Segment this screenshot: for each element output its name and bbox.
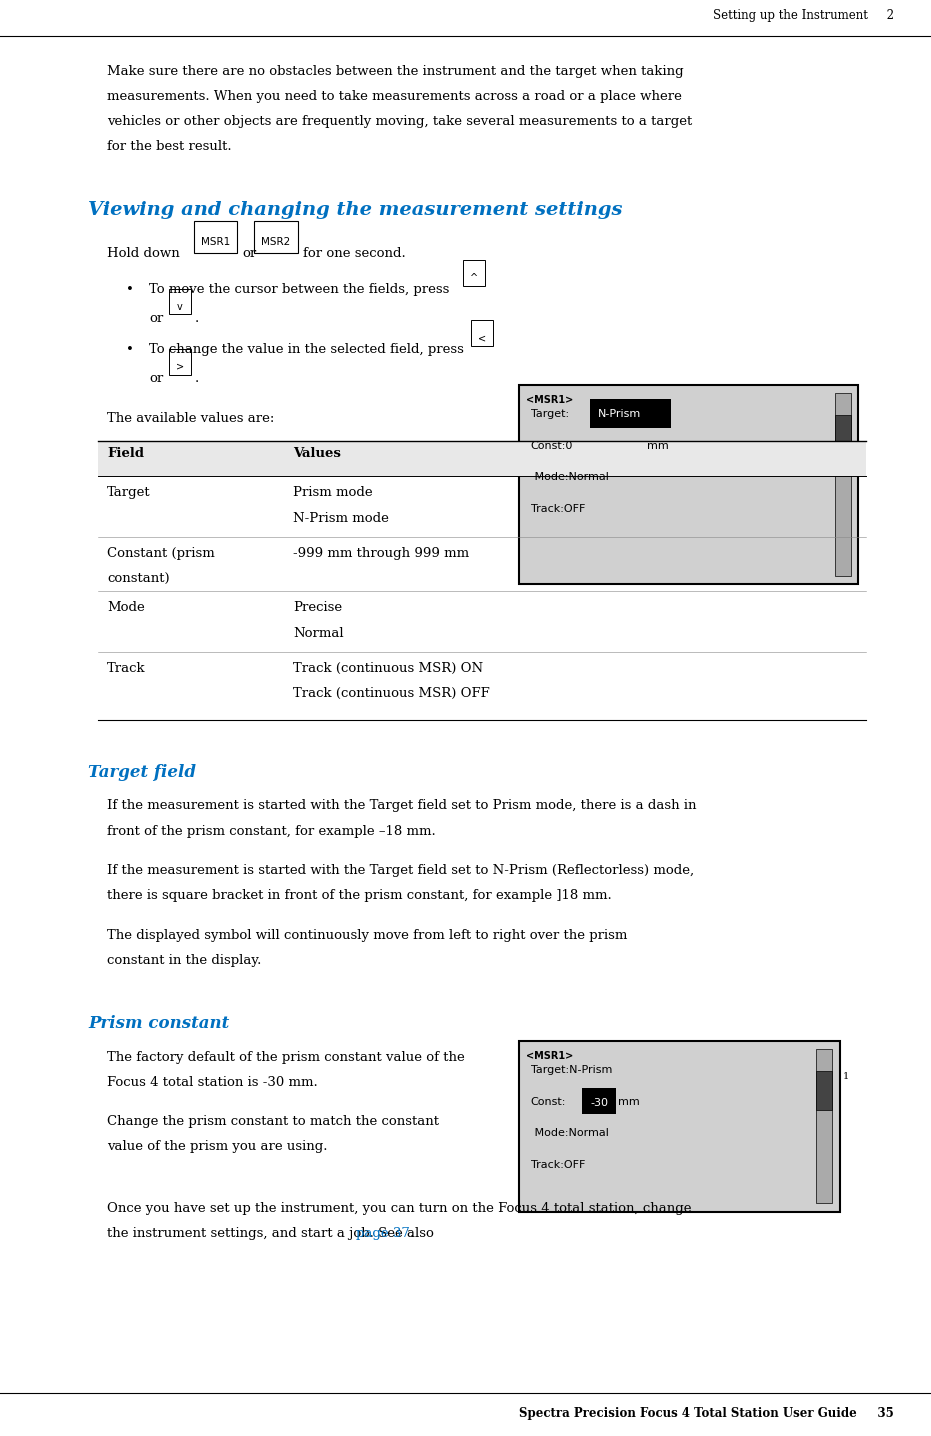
Text: Track (continuous MSR) OFF: Track (continuous MSR) OFF	[293, 688, 490, 701]
Text: <MSR1>: <MSR1>	[526, 1051, 573, 1061]
Text: 1: 1	[843, 1073, 849, 1081]
Text: Target:N-Prism: Target:N-Prism	[531, 1066, 612, 1076]
Text: Precise: Precise	[293, 602, 343, 615]
FancyBboxPatch shape	[471, 320, 493, 346]
FancyBboxPatch shape	[169, 349, 191, 375]
Text: To change the value in the selected field, press: To change the value in the selected fiel…	[149, 343, 464, 356]
Text: Hold down: Hold down	[107, 247, 180, 260]
Text: or: or	[242, 247, 256, 260]
Text: vehicles or other objects are frequently moving, take several measurements to a : vehicles or other objects are frequently…	[107, 115, 693, 128]
Text: •: •	[126, 343, 133, 356]
Text: Focus 4 total station is -30 mm.: Focus 4 total station is -30 mm.	[107, 1076, 317, 1088]
Text: there is square bracket in front of the prism constant, for example ]18 mm.: there is square bracket in front of the …	[107, 889, 612, 902]
Text: Prism mode: Prism mode	[293, 487, 373, 500]
Text: for the best result.: for the best result.	[107, 141, 232, 154]
Text: for one second.: for one second.	[303, 247, 405, 260]
Text: or: or	[149, 312, 163, 325]
Text: -999 mm through 999 mm: -999 mm through 999 mm	[293, 547, 469, 560]
Text: Setting up the Instrument     2: Setting up the Instrument 2	[713, 9, 894, 22]
Text: >: >	[176, 362, 183, 372]
Text: .: .	[410, 1226, 413, 1239]
Text: Change the prism constant to match the constant: Change the prism constant to match the c…	[107, 1116, 439, 1129]
FancyBboxPatch shape	[835, 393, 851, 576]
Text: <: <	[479, 333, 486, 343]
Text: If the measurement is started with the Target field set to N-Prism (Reflectorles: If the measurement is started with the T…	[107, 864, 695, 877]
Text: The displayed symbol will continuously move from left to right over the prism: The displayed symbol will continuously m…	[107, 929, 627, 942]
Text: Once you have set up the instrument, you can turn on the Focus 4 total station, : Once you have set up the instrument, you…	[107, 1202, 692, 1215]
Text: or: or	[149, 372, 163, 385]
FancyBboxPatch shape	[519, 1041, 840, 1212]
Text: Mode: Mode	[107, 602, 145, 615]
Text: Mode:Normal: Mode:Normal	[531, 1129, 609, 1139]
Text: <MSR1>: <MSR1>	[526, 395, 573, 405]
Text: the instrument settings, and start a job. See also: the instrument settings, and start a job…	[107, 1226, 439, 1239]
FancyBboxPatch shape	[835, 415, 851, 454]
Text: Spectra Precision Focus 4 Total Station User Guide     35: Spectra Precision Focus 4 Total Station …	[519, 1407, 894, 1420]
FancyBboxPatch shape	[463, 260, 485, 286]
Text: Viewing and changing the measurement settings: Viewing and changing the measurement set…	[88, 201, 623, 220]
Text: If the measurement is started with the Target field set to Prism mode, there is : If the measurement is started with the T…	[107, 800, 696, 813]
Text: page 37: page 37	[357, 1226, 411, 1239]
Text: -30: -30	[590, 1099, 608, 1109]
Text: front of the prism constant, for example –18 mm.: front of the prism constant, for example…	[107, 824, 436, 837]
Text: value of the prism you are using.: value of the prism you are using.	[107, 1140, 328, 1153]
Text: Normal: Normal	[293, 628, 344, 640]
Text: Constant (prism: Constant (prism	[107, 547, 215, 560]
Text: Mode:Normal: Mode:Normal	[531, 472, 609, 482]
Text: MSR2: MSR2	[262, 237, 290, 247]
Text: ^: ^	[470, 273, 478, 283]
FancyBboxPatch shape	[194, 221, 237, 253]
Text: Target:: Target:	[531, 409, 569, 419]
Text: Values: Values	[293, 447, 341, 460]
Text: The available values are:: The available values are:	[107, 412, 275, 425]
FancyBboxPatch shape	[590, 399, 671, 428]
Text: .: .	[195, 312, 199, 325]
FancyBboxPatch shape	[582, 1088, 616, 1114]
Text: mm: mm	[618, 1097, 640, 1107]
Text: Target: Target	[107, 487, 151, 500]
Text: constant): constant)	[107, 573, 169, 586]
FancyBboxPatch shape	[254, 221, 298, 253]
FancyBboxPatch shape	[816, 1071, 832, 1110]
Text: Prism constant: Prism constant	[88, 1015, 230, 1032]
Text: Make sure there are no obstacles between the instrument and the target when taki: Make sure there are no obstacles between…	[107, 65, 683, 78]
Text: .: .	[195, 372, 199, 385]
Text: Const:: Const:	[531, 1097, 566, 1107]
Text: •: •	[126, 283, 133, 296]
Text: mm: mm	[647, 441, 668, 451]
FancyBboxPatch shape	[519, 385, 858, 584]
Text: The factory default of the prism constant value of the: The factory default of the prism constan…	[107, 1051, 465, 1064]
Text: Track (continuous MSR) ON: Track (continuous MSR) ON	[293, 662, 483, 675]
FancyBboxPatch shape	[816, 1050, 832, 1203]
Text: N-Prism: N-Prism	[598, 409, 641, 419]
Text: Field: Field	[107, 447, 144, 460]
Text: Target field: Target field	[88, 764, 196, 781]
Text: v: v	[177, 302, 182, 312]
Text: measurements. When you need to take measurements across a road or a place where: measurements. When you need to take meas…	[107, 89, 681, 103]
Text: Const:0: Const:0	[531, 441, 573, 451]
Text: constant in the display.: constant in the display.	[107, 954, 262, 966]
Text: N-Prism mode: N-Prism mode	[293, 513, 389, 526]
Text: Track: Track	[107, 662, 145, 675]
Text: Track:OFF: Track:OFF	[531, 504, 585, 514]
Text: Track:OFF: Track:OFF	[531, 1160, 585, 1170]
Text: To move the cursor between the fields, press: To move the cursor between the fields, p…	[149, 283, 450, 296]
Text: MSR1: MSR1	[201, 237, 230, 247]
FancyBboxPatch shape	[169, 289, 191, 314]
Bar	[98, 441, 866, 477]
